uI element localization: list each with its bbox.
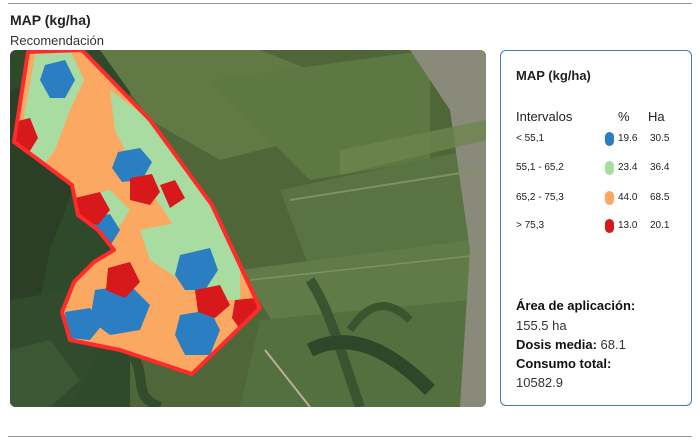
legend-hectares: 20.1 bbox=[650, 220, 670, 231]
legend-swatch-blue bbox=[605, 132, 614, 146]
total-consumption-value: 10582.9 bbox=[516, 375, 563, 390]
legend-percent: 13.0 bbox=[618, 220, 638, 231]
legend-percent: 44.0 bbox=[618, 192, 638, 203]
top-divider bbox=[8, 3, 692, 4]
legend-range: 55,1 - 65,2 bbox=[516, 162, 564, 173]
prescription-map[interactable] bbox=[10, 50, 486, 407]
application-area-label: Área de aplicación: bbox=[516, 298, 636, 313]
legend-row: < 55,1 19.6 30.5 bbox=[501, 131, 691, 147]
legend-swatch-red bbox=[605, 219, 614, 233]
legend-range: < 55,1 bbox=[516, 133, 545, 144]
legend-swatch-orange bbox=[605, 191, 614, 205]
legend-hectares: 36.4 bbox=[650, 162, 670, 173]
legend-hectares: 68.5 bbox=[650, 192, 670, 203]
legend-row: > 75,3 13.0 20.1 bbox=[501, 218, 691, 234]
application-area-value: 155.5 ha bbox=[516, 318, 567, 333]
page-subtitle: Recomendación bbox=[10, 33, 104, 48]
legend-swatch-light-green bbox=[605, 161, 614, 175]
legend-percent: 23.4 bbox=[618, 162, 638, 173]
average-dose-label: Dosis media: bbox=[516, 337, 597, 352]
total-consumption-label: Consumo total: bbox=[516, 356, 612, 371]
legend-row: 55,1 - 65,2 23.4 36.4 bbox=[501, 160, 691, 176]
legend-row: 65,2 - 75,3 44.0 68.5 bbox=[501, 190, 691, 206]
percent-column-header: % bbox=[618, 109, 630, 124]
bottom-divider bbox=[8, 436, 692, 437]
intervals-column-header: Intervalos bbox=[516, 109, 573, 124]
legend-percent: 19.6 bbox=[618, 133, 638, 144]
legend-title: MAP (kg/ha) bbox=[516, 68, 591, 83]
hectares-column-header: Ha bbox=[648, 109, 665, 124]
legend-range: > 75,3 bbox=[516, 220, 545, 231]
page-title: MAP (kg/ha) bbox=[10, 12, 91, 28]
average-dose-value: 68.1 bbox=[600, 337, 626, 352]
legend-range: 65,2 - 75,3 bbox=[516, 192, 564, 203]
average-dose: Dosis media: 68.1 bbox=[516, 337, 626, 352]
legend-hectares: 30.5 bbox=[650, 133, 670, 144]
field-boundary bbox=[12, 50, 262, 376]
legend-panel: MAP (kg/ha) Intervalos % Ha < 55,1 19.6 … bbox=[500, 50, 692, 406]
